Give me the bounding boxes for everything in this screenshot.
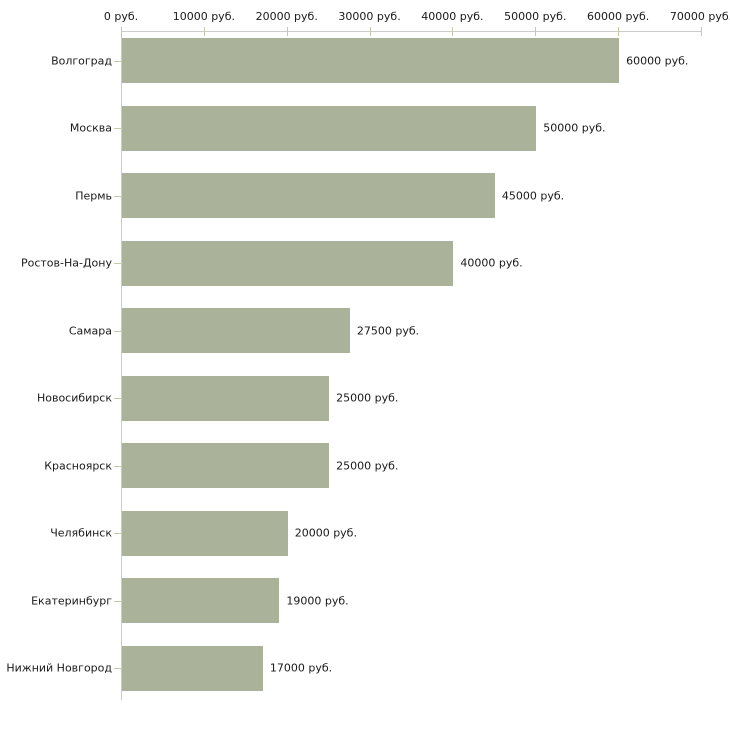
x-axis-tick [203, 27, 205, 36]
bar [122, 38, 620, 83]
bar [122, 578, 280, 623]
value-label: 40000 руб. [460, 256, 523, 270]
x-axis-tick-label: 20000 руб. [255, 10, 318, 23]
category-tick [114, 128, 121, 129]
x-axis-tick-label: 0 руб. [103, 10, 139, 23]
x-axis-tick-label: 50000 руб. [504, 10, 567, 23]
x-axis-tick-label: 70000 руб. [669, 10, 730, 23]
category-label: Новосибирск [36, 391, 112, 405]
value-label: 25000 руб. [336, 391, 399, 405]
category-label: Ростов-На-Дону [20, 256, 112, 270]
category-label: Волгоград [51, 54, 112, 67]
category-tick [114, 398, 121, 399]
value-label: 50000 руб. [543, 121, 606, 135]
x-axis-tick [618, 27, 620, 36]
value-label: 25000 руб. [336, 459, 399, 472]
category-tick [114, 263, 121, 264]
category-tick [114, 668, 121, 669]
bar [122, 443, 330, 488]
x-axis-tick [452, 27, 454, 36]
value-label: 17000 руб. [269, 661, 333, 675]
bar [122, 510, 288, 556]
value-label: 20000 руб. [294, 526, 357, 540]
bar [122, 375, 330, 421]
category-label: Пермь [75, 189, 112, 202]
x-axis-tick-label: 10000 руб. [172, 10, 235, 23]
value-label: 19000 руб. [286, 594, 349, 607]
x-axis-tick [701, 27, 702, 36]
x-axis-tick [286, 27, 288, 36]
x-axis-tick [369, 27, 371, 36]
category-tick [114, 465, 121, 467]
x-axis-tick [535, 27, 537, 36]
category-tick [114, 600, 121, 602]
category-label: Нижний Новгород [6, 661, 112, 675]
x-axis-tick-label: 30000 руб. [338, 10, 401, 23]
x-axis-tick-label: 60000 руб. [587, 10, 650, 23]
value-label: 60000 руб. [626, 54, 689, 67]
category-label: Москва [69, 121, 112, 135]
x-axis-tick [121, 27, 122, 36]
bar [122, 240, 454, 286]
bar [122, 173, 495, 218]
category-label: Самара [68, 324, 112, 337]
category-label: Екатеринбург [31, 594, 112, 607]
category-label: Красноярск [44, 459, 112, 472]
x-axis-line [121, 31, 701, 32]
category-tick [114, 195, 121, 197]
bar [122, 645, 263, 691]
category-tick [114, 60, 121, 62]
value-label: 45000 руб. [501, 189, 565, 202]
category-tick [114, 533, 121, 534]
bar [122, 308, 350, 353]
y-axis-line [121, 31, 122, 700]
value-label: 27500 руб. [356, 324, 420, 337]
category-tick [114, 330, 121, 332]
bar [122, 105, 537, 151]
category-label: Челябинск [50, 526, 112, 540]
x-axis-tick-label: 40000 руб. [421, 10, 484, 23]
